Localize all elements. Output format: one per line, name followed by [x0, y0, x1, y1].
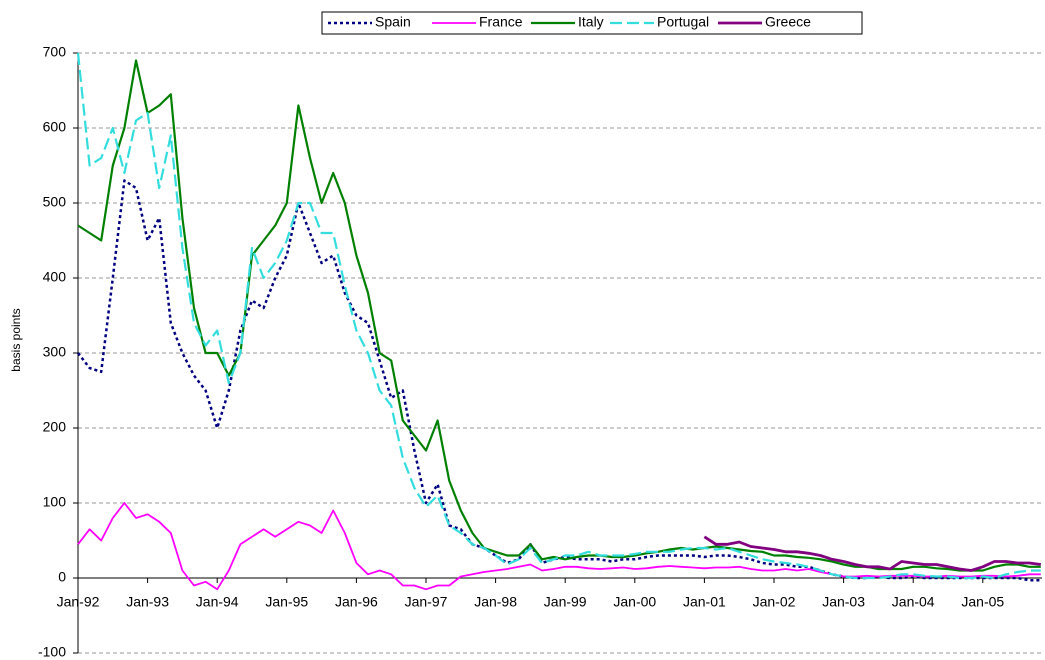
x-tick-label: Jan-96 — [335, 594, 378, 610]
series-line — [76, 52, 1041, 580]
y-tick-label: -100 — [38, 644, 66, 660]
legend-label: Italy — [578, 14, 604, 30]
y-tick-label: 700 — [43, 44, 67, 60]
x-tick-label: Jan-92 — [57, 594, 100, 610]
legend-label: Greece — [765, 14, 811, 30]
series-line — [77, 179, 1041, 582]
legend-label: Spain — [375, 14, 411, 30]
x-tick-label: Jan-99 — [544, 594, 587, 610]
x-tick-label: Jan-05 — [961, 594, 1004, 610]
y-tick-label: 500 — [43, 194, 67, 210]
y-tick-label: 600 — [43, 119, 67, 135]
x-tick-label: Jan-01 — [683, 594, 726, 610]
x-tick-label: Jan-93 — [126, 594, 169, 610]
x-tick-label: Jan-00 — [613, 594, 656, 610]
y-tick-label: 0 — [58, 569, 66, 585]
x-tick-label: Jan-03 — [822, 594, 865, 610]
series-line — [77, 502, 1041, 591]
legend-label: France — [479, 14, 523, 30]
x-tick-label: Jan-04 — [892, 594, 935, 610]
y-tick-label: 300 — [43, 344, 67, 360]
y-tick-label: 400 — [43, 269, 67, 285]
y-tick-label: 200 — [43, 419, 67, 435]
y-tick-label: 100 — [43, 494, 67, 510]
y-axis-label: basis points — [9, 308, 23, 371]
series-line — [77, 59, 1041, 572]
x-tick-label: Jan-97 — [405, 594, 448, 610]
x-tick-label: Jan-94 — [196, 594, 239, 610]
legend-box — [321, 11, 863, 35]
series-line — [703, 535, 1041, 572]
legend-label: Portugal — [657, 14, 709, 30]
x-tick-label: Jan-95 — [265, 594, 308, 610]
x-tick-label: Jan-02 — [753, 594, 796, 610]
x-tick-label: Jan-98 — [474, 594, 517, 610]
